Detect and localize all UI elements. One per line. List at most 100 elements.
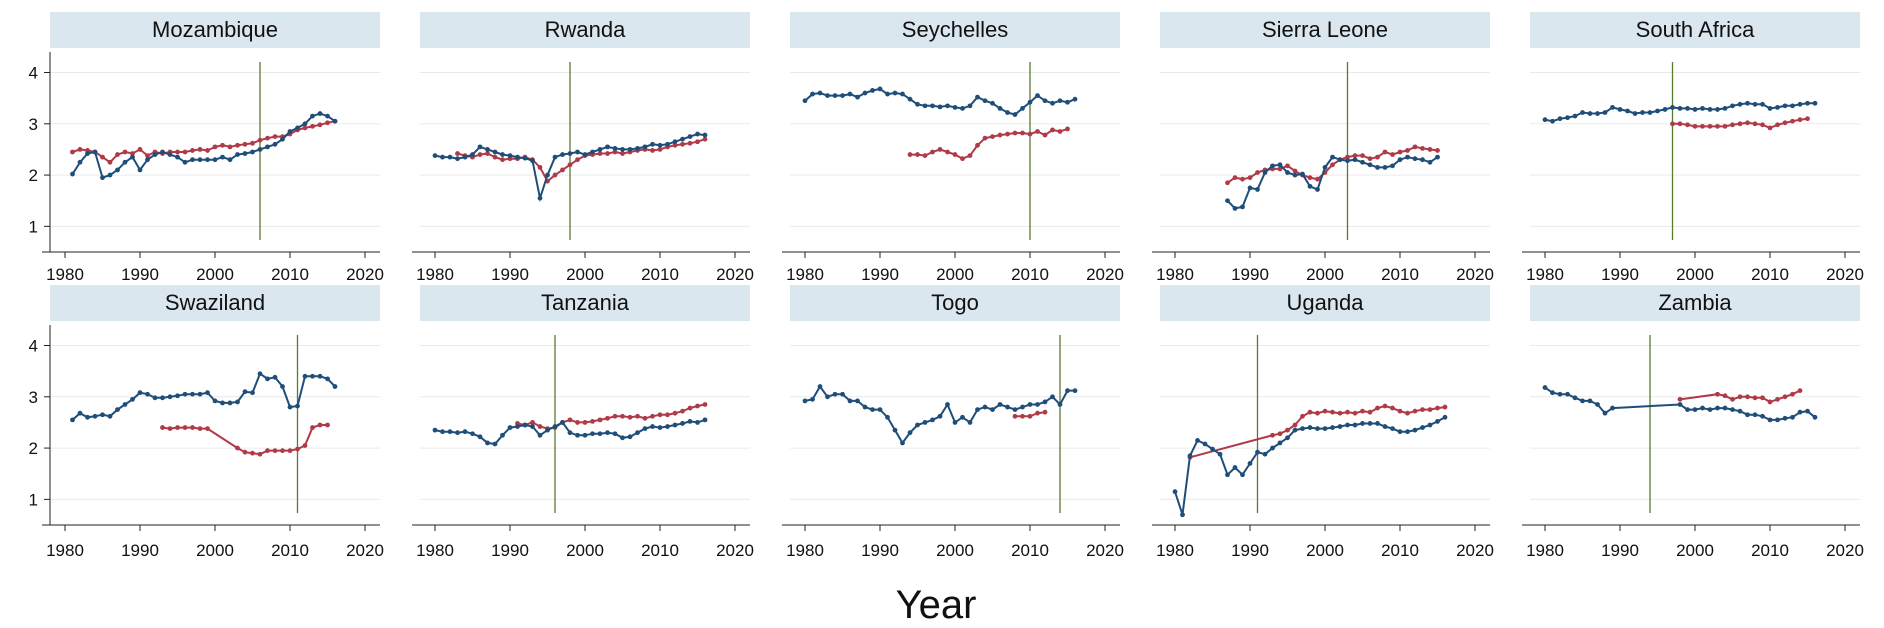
data-point-blue	[1580, 398, 1585, 404]
data-point-red	[1767, 125, 1773, 131]
data-point-blue	[287, 404, 293, 410]
data-point-red	[1797, 117, 1803, 123]
y-tick-label: 1	[29, 490, 38, 509]
data-point-blue	[310, 113, 315, 119]
x-tick-label: 1980	[46, 265, 84, 284]
data-point-red	[635, 413, 640, 419]
data-point-red	[1707, 123, 1713, 129]
data-point-blue	[332, 384, 338, 389]
data-point-red	[612, 149, 618, 155]
data-point-blue	[447, 154, 453, 160]
data-point-red	[1685, 122, 1690, 128]
data-point-red	[597, 151, 603, 156]
data-point-blue	[695, 131, 700, 137]
data-point-red	[1390, 405, 1395, 411]
data-point-red	[1035, 129, 1040, 134]
data-point-blue	[1210, 446, 1215, 452]
data-point-blue	[1412, 156, 1418, 162]
data-point-red	[317, 422, 323, 428]
data-point-red	[672, 142, 678, 148]
data-point-blue	[507, 153, 513, 158]
data-point-blue	[605, 144, 610, 150]
data-point-red	[272, 448, 278, 454]
data-point-blue	[1270, 163, 1275, 169]
y-tick-label: 3	[29, 115, 38, 134]
panel-togo: Togo 1980 1990 2000 2010 2020	[782, 285, 1124, 560]
data-point-red	[1420, 407, 1425, 413]
data-point-blue	[205, 390, 210, 396]
x-tick-label: 2000	[1306, 265, 1344, 284]
series-line-red	[457, 138, 706, 183]
data-point-blue	[840, 391, 845, 397]
data-point-blue	[1745, 100, 1750, 106]
data-point-blue	[515, 154, 520, 160]
data-point-blue	[1752, 412, 1758, 418]
data-point-blue	[1670, 104, 1675, 110]
data-point-blue	[115, 407, 120, 413]
data-point-blue	[650, 141, 655, 147]
data-point-red	[1042, 409, 1048, 415]
data-point-blue	[477, 434, 483, 440]
panel-title-strip	[420, 12, 750, 48]
data-point-blue	[197, 391, 203, 397]
data-point-red	[1005, 131, 1010, 137]
data-point-blue	[500, 152, 505, 157]
x-tick-label: 1980	[416, 541, 454, 560]
y-tick-label: 4	[29, 337, 38, 356]
data-point-red	[997, 132, 1003, 138]
data-point-red	[915, 152, 920, 157]
data-point-blue	[1027, 402, 1033, 407]
data-point-red	[1027, 131, 1033, 137]
data-point-red	[492, 154, 498, 160]
data-point-blue	[1707, 407, 1713, 413]
x-axis-title: Year	[896, 583, 977, 627]
data-point-blue	[1427, 422, 1433, 428]
data-point-blue	[1375, 164, 1380, 170]
data-point-blue	[840, 93, 845, 98]
data-point-red	[1012, 413, 1018, 419]
data-point-blue	[1412, 427, 1418, 433]
data-point-blue	[295, 403, 300, 409]
data-point-blue	[922, 103, 928, 109]
data-point-blue	[1790, 414, 1795, 420]
data-point-blue	[70, 171, 75, 177]
data-point-red	[70, 149, 75, 155]
data-point-blue	[227, 400, 233, 406]
data-point-blue	[1737, 101, 1743, 107]
data-point-red	[650, 413, 655, 419]
data-point-blue	[250, 390, 255, 396]
x-tick-label: 1980	[786, 541, 824, 560]
data-point-red	[1255, 170, 1260, 175]
data-point-red	[1790, 118, 1795, 124]
data-point-blue	[197, 157, 203, 163]
data-point-red	[302, 125, 308, 131]
data-point-blue	[317, 111, 323, 116]
data-point-red	[702, 136, 708, 142]
data-point-blue	[1195, 437, 1200, 443]
data-point-blue	[115, 167, 120, 173]
data-point-blue	[597, 431, 603, 437]
data-point-red	[1300, 413, 1305, 419]
data-point-blue	[107, 172, 113, 178]
data-point-blue	[1217, 451, 1223, 457]
data-point-red	[605, 151, 610, 156]
data-point-blue	[1315, 426, 1320, 431]
data-point-blue	[1805, 408, 1810, 414]
data-point-blue	[1307, 183, 1313, 189]
data-point-blue	[672, 422, 678, 428]
data-point-red	[590, 419, 595, 424]
data-point-blue	[455, 430, 460, 436]
x-tick-label: 2010	[1011, 265, 1049, 284]
data-point-blue	[212, 398, 218, 404]
data-point-blue	[130, 396, 135, 402]
data-point-blue	[515, 424, 520, 429]
data-point-blue	[145, 157, 150, 163]
x-tick-label: 1980	[1156, 265, 1194, 284]
data-point-blue	[242, 389, 248, 395]
x-tick-label: 1990	[1231, 265, 1269, 284]
data-point-blue	[560, 420, 565, 425]
data-point-blue	[332, 118, 338, 124]
data-point-red	[537, 424, 543, 429]
data-point-blue	[825, 394, 830, 400]
data-point-blue	[1662, 107, 1668, 112]
